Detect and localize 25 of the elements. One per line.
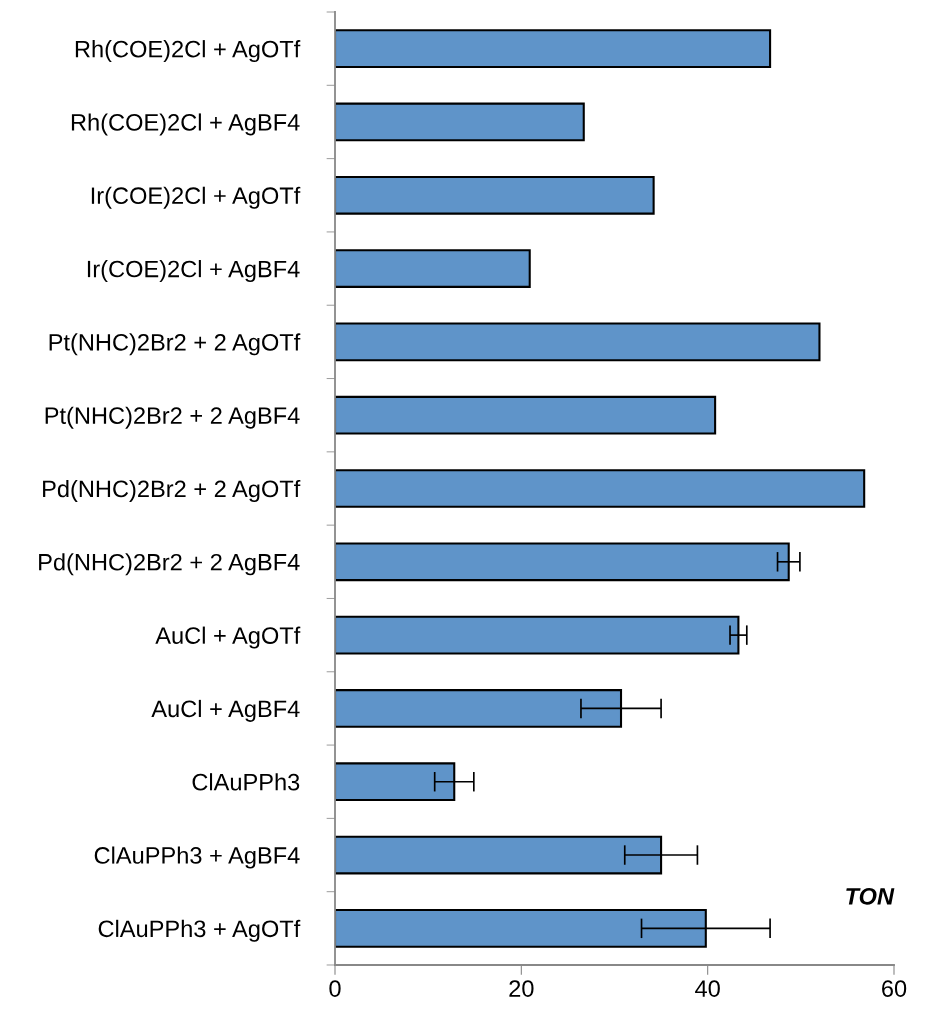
y-tick-label: Pt(NHC)2Br2 + 2 AgBF4 <box>45 406 300 429</box>
y-tick-label: ClAuPPh3 + AgOTf <box>98 919 301 942</box>
bar <box>335 249 531 288</box>
y-tick-label: Pd(NHC)2Br2 + 2 AgOTf <box>43 479 301 502</box>
bar <box>335 102 585 142</box>
x-tick-label: 20 <box>509 980 534 997</box>
bar <box>335 29 772 69</box>
bar <box>335 175 655 215</box>
y-tick-label: AuCl + AgOTf <box>155 626 301 649</box>
y-tick-label: ClAuPPh3 + AgBF4 <box>94 846 300 869</box>
y-tick-label: Ir(COE)2Cl + AgOTf <box>91 186 301 209</box>
bar <box>335 395 717 435</box>
y-tick-label: AuCl + AgBF4 <box>151 699 300 722</box>
y-tick-label: ClAuPPh3 <box>192 773 300 791</box>
y-tick-label: Pt(NHC)2Br2 + 2 AgOTf <box>49 333 301 356</box>
x-tick-label: 0 <box>329 980 341 997</box>
y-tick-label: Rh(COE)2Cl + AgOTf <box>75 40 301 63</box>
bar <box>335 469 866 508</box>
x-axis-title: TON <box>846 887 895 905</box>
y-tick-label: Pd(NHC)2Br2 + 2 AgBF4 <box>39 553 300 576</box>
bar <box>335 322 821 362</box>
x-tick-label: 40 <box>695 980 720 997</box>
y-tick-label: Ir(COE)2Cl + AgBF4 <box>87 260 300 283</box>
x-tick-label: 60 <box>882 980 907 997</box>
y-tick-label: Rh(COE)2Cl + AgBF4 <box>71 113 300 136</box>
